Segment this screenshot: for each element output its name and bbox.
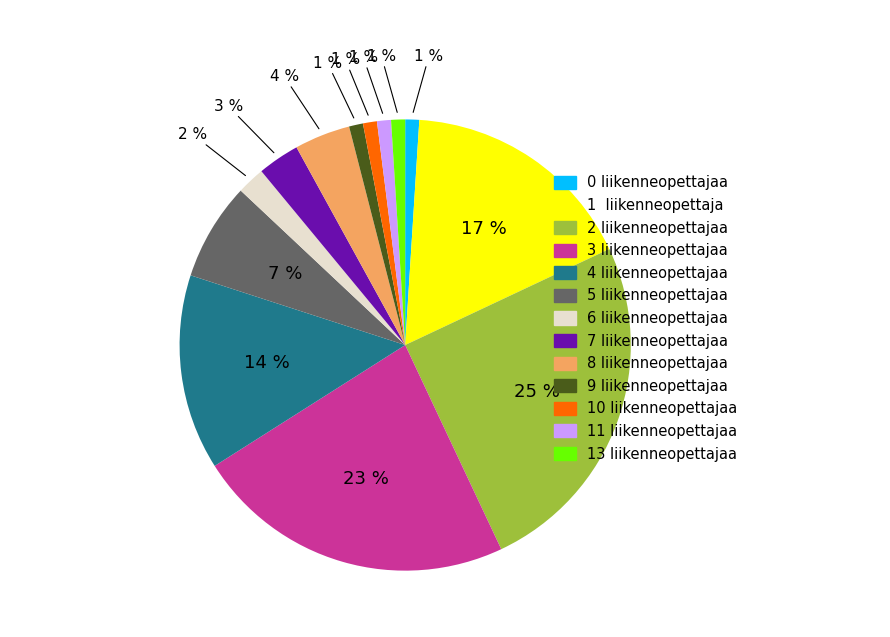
Text: 23 %: 23 % bbox=[344, 470, 389, 489]
Wedge shape bbox=[180, 275, 405, 466]
Text: 1 %: 1 % bbox=[331, 52, 368, 115]
Wedge shape bbox=[376, 120, 405, 345]
Text: 1 %: 1 % bbox=[349, 50, 383, 113]
Text: 7 %: 7 % bbox=[268, 265, 302, 283]
Legend: 0 liikenneopettajaa, 1  liikenneopettaja, 2 liikenneopettajaa, 3 liikenneopettaj: 0 liikenneopettajaa, 1 liikenneopettaja,… bbox=[548, 169, 743, 468]
Wedge shape bbox=[262, 147, 405, 345]
Text: 17 %: 17 % bbox=[461, 220, 506, 238]
Text: 1 %: 1 % bbox=[313, 55, 354, 118]
Wedge shape bbox=[405, 120, 419, 345]
Wedge shape bbox=[391, 120, 405, 345]
Wedge shape bbox=[190, 190, 405, 345]
Text: 3 %: 3 % bbox=[214, 99, 274, 153]
Text: 1 %: 1 % bbox=[413, 49, 443, 112]
Wedge shape bbox=[214, 345, 501, 571]
Text: 2 %: 2 % bbox=[178, 127, 246, 176]
Wedge shape bbox=[296, 127, 405, 345]
Text: 1 %: 1 % bbox=[367, 49, 397, 112]
Text: 4 %: 4 % bbox=[270, 69, 319, 129]
Wedge shape bbox=[363, 121, 405, 345]
Text: 14 %: 14 % bbox=[244, 354, 289, 371]
Wedge shape bbox=[240, 171, 405, 345]
Wedge shape bbox=[405, 120, 610, 345]
Text: 25 %: 25 % bbox=[514, 383, 560, 401]
Wedge shape bbox=[349, 124, 405, 345]
Wedge shape bbox=[405, 249, 631, 549]
